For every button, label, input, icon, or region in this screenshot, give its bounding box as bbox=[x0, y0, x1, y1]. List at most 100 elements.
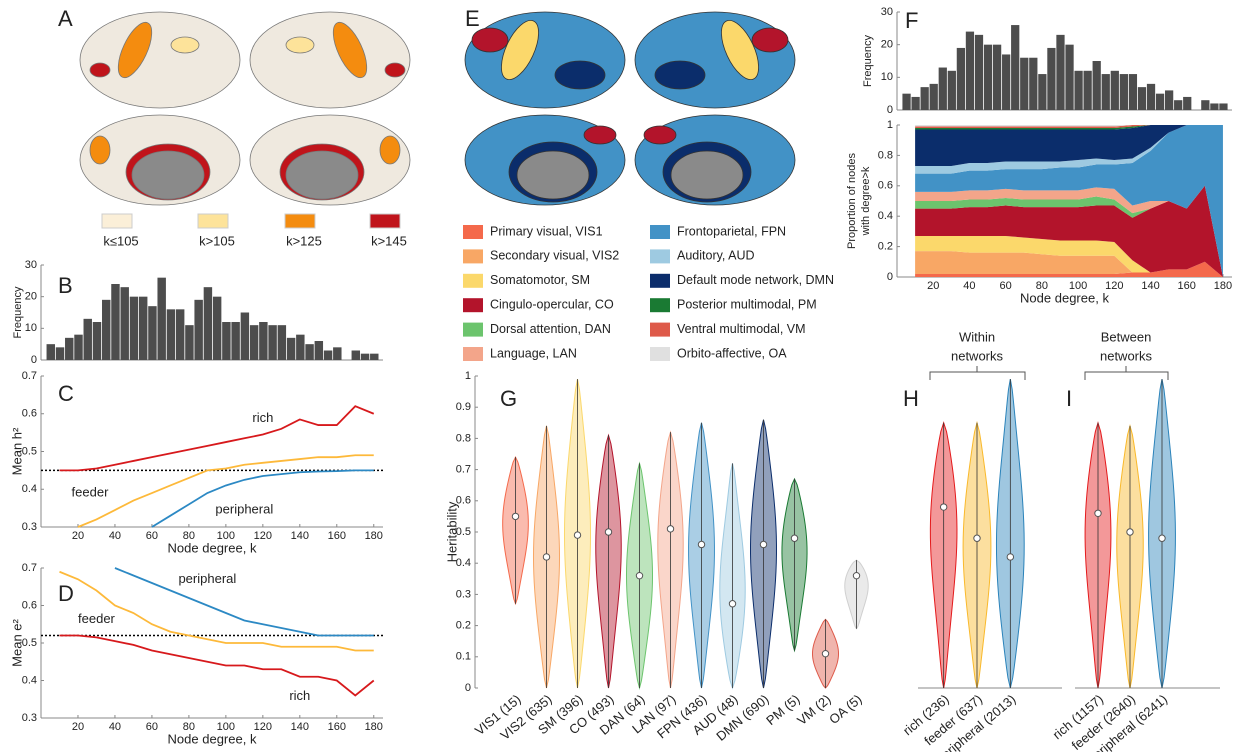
legend-label: Dorsal attention, DAN bbox=[490, 322, 611, 336]
y-tick-label: 0.7 bbox=[22, 562, 37, 574]
y-tick-label: 0 bbox=[887, 104, 893, 116]
y-tick-label: 0.7 bbox=[456, 464, 471, 476]
legend-label: Default mode network, DMN bbox=[677, 273, 834, 287]
x-tick-label: 160 bbox=[328, 721, 346, 733]
y-tick-label: 30 bbox=[881, 6, 893, 18]
panel-label: A bbox=[58, 6, 73, 31]
bar bbox=[370, 354, 378, 360]
x-tick-label: PM (5) bbox=[763, 691, 803, 728]
y-axis-label: Proportion of nodes bbox=[846, 152, 858, 249]
bar bbox=[1065, 45, 1073, 110]
x-tick-label: 40 bbox=[109, 530, 121, 542]
bar bbox=[1165, 90, 1173, 110]
bar bbox=[1156, 94, 1164, 110]
y-tick-label: 20 bbox=[25, 291, 37, 303]
legend-swatch bbox=[463, 347, 483, 361]
panel-label: F bbox=[905, 8, 918, 33]
y-axis-label: with degree>k bbox=[860, 166, 872, 236]
bracket bbox=[930, 366, 1025, 380]
y-tick-label: 30 bbox=[25, 259, 37, 271]
y-tick-label: 0.7 bbox=[22, 370, 37, 382]
x-tick-label: 180 bbox=[365, 530, 383, 542]
group-title: Between bbox=[1101, 329, 1152, 344]
bar bbox=[1002, 54, 1010, 110]
y-axis-label: Frequency bbox=[862, 35, 874, 87]
legend-swatch bbox=[285, 214, 315, 228]
legend-swatch bbox=[650, 347, 670, 361]
y-tick-label: 0 bbox=[31, 354, 37, 366]
median-dot bbox=[853, 572, 859, 578]
bar bbox=[1011, 25, 1019, 110]
bar bbox=[65, 338, 73, 360]
x-tick-label: 160 bbox=[1178, 280, 1196, 292]
bar bbox=[984, 45, 992, 110]
bar bbox=[1147, 84, 1155, 110]
x-tick-label: 40 bbox=[963, 280, 975, 292]
bar bbox=[324, 351, 332, 361]
median-dot bbox=[729, 601, 735, 607]
legend-label: k>105 bbox=[199, 233, 235, 248]
y-tick-label: 0 bbox=[465, 682, 471, 694]
legend-label: Ventral multimodal, VM bbox=[677, 322, 806, 336]
x-tick-label: 40 bbox=[109, 721, 121, 733]
bar bbox=[361, 354, 369, 360]
legend-label: Somatomotor, SM bbox=[490, 273, 590, 287]
bar bbox=[157, 278, 165, 360]
x-tick-label: 20 bbox=[927, 280, 939, 292]
series-line bbox=[59, 636, 373, 696]
median-dot bbox=[543, 554, 549, 560]
x-tick-label: 60 bbox=[1000, 280, 1012, 292]
bar bbox=[352, 351, 360, 361]
bar bbox=[204, 287, 212, 360]
median-dot bbox=[791, 535, 797, 541]
legend-label: Frontoparietal, FPN bbox=[677, 224, 786, 238]
series-label: rich bbox=[289, 688, 310, 703]
x-tick-label: 140 bbox=[291, 721, 309, 733]
bar bbox=[1129, 74, 1137, 110]
legend-swatch bbox=[198, 214, 228, 228]
median-dot bbox=[1159, 535, 1165, 541]
bar bbox=[296, 335, 304, 360]
legend-swatch bbox=[650, 323, 670, 337]
bar bbox=[902, 94, 910, 110]
bar bbox=[241, 313, 249, 361]
x-tick-label: 180 bbox=[1214, 280, 1232, 292]
y-tick-label: 0.6 bbox=[22, 599, 37, 611]
x-tick-label: 60 bbox=[146, 530, 158, 542]
y-axis-label: Frequency bbox=[12, 286, 24, 338]
brain-surfaces-a bbox=[80, 12, 410, 205]
median-dot bbox=[698, 541, 704, 547]
y-tick-label: 0.1 bbox=[456, 651, 471, 663]
bar bbox=[102, 300, 110, 360]
median-dot bbox=[667, 526, 673, 532]
y-tick-label: 0.6 bbox=[22, 408, 37, 420]
bar bbox=[1174, 100, 1182, 110]
bar bbox=[213, 297, 221, 360]
bar bbox=[1056, 35, 1064, 110]
median-dot bbox=[940, 504, 946, 510]
bar bbox=[111, 284, 119, 360]
bar bbox=[305, 344, 313, 360]
bar bbox=[1020, 58, 1028, 110]
legend-label: Auditory, AUD bbox=[677, 249, 755, 263]
median-dot bbox=[1127, 529, 1133, 535]
bar bbox=[139, 297, 147, 360]
y-tick-label: 1 bbox=[887, 119, 893, 131]
panel-label: H bbox=[903, 386, 919, 411]
x-tick-label: 20 bbox=[72, 530, 84, 542]
bar bbox=[1102, 74, 1110, 110]
x-tick-label: 140 bbox=[291, 530, 309, 542]
legend-swatch bbox=[370, 214, 400, 228]
page: {"panel_labels": ["A", "B", "C", "D", "E… bbox=[0, 0, 1240, 752]
bar bbox=[130, 297, 138, 360]
legend-swatch bbox=[463, 274, 483, 288]
x-axis-label: Node degree, k bbox=[1020, 290, 1109, 305]
bar bbox=[167, 309, 175, 360]
legend-swatch bbox=[650, 298, 670, 312]
bar bbox=[268, 325, 276, 360]
legend-label: k>125 bbox=[286, 233, 322, 248]
y-tick-label: 0.3 bbox=[456, 588, 471, 600]
legend-label: Language, LAN bbox=[490, 346, 577, 360]
y-tick-label: 0.4 bbox=[22, 674, 37, 686]
legend-label: Orbito-affective, OA bbox=[677, 346, 787, 360]
